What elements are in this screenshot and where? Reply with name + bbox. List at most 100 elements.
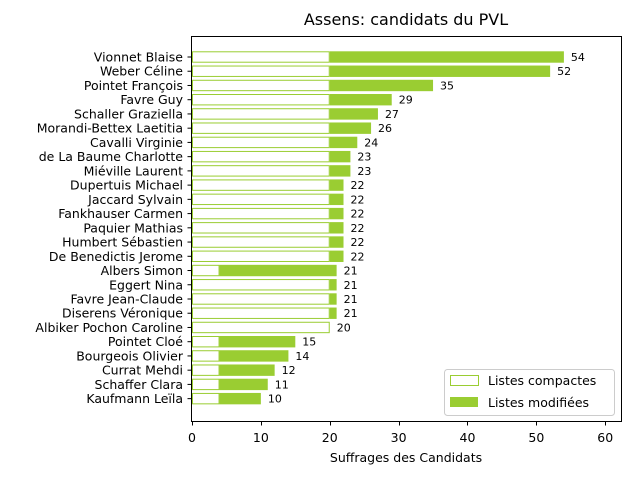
value-label: 27 <box>385 108 399 121</box>
bar-modified <box>329 279 337 291</box>
value-label: 22 <box>351 208 365 221</box>
bar-modified <box>219 264 337 277</box>
value-label: 21 <box>344 279 358 292</box>
value-label: 12 <box>282 364 296 377</box>
value-label: 22 <box>351 222 365 235</box>
candidate-label: Fankhauser Carmen <box>58 206 183 221</box>
bar-compact <box>192 65 330 77</box>
candidate-label: Favre Jean-Claude <box>70 291 183 306</box>
value-label: 22 <box>351 236 365 249</box>
candidate-label: Cavalli Virginie <box>90 135 183 150</box>
bar-compact <box>192 293 330 305</box>
bar-modified <box>329 150 351 163</box>
bar-compact <box>192 250 330 262</box>
value-labels: 5452352927262423232222222222222121212120… <box>268 51 585 406</box>
bar-compact <box>192 51 330 63</box>
bar-modified <box>219 364 275 376</box>
x-tick-label: 20 <box>322 430 338 445</box>
value-label: 23 <box>357 151 371 164</box>
value-label: 11 <box>275 378 289 391</box>
value-label: 10 <box>268 393 282 406</box>
candidate-label: Jaccard Sylvain <box>87 192 183 207</box>
candidate-label: Vionnet Blaise <box>94 50 184 65</box>
bar-compact <box>192 222 330 234</box>
chart-title: Assens: candidats du PVL <box>304 10 508 29</box>
candidate-label: Weber Céline <box>100 64 183 79</box>
value-label: 24 <box>364 136 378 149</box>
bar-modified <box>329 307 337 319</box>
bar-modified <box>329 236 344 248</box>
bars-layer <box>192 51 564 405</box>
bar-compact <box>192 165 330 177</box>
x-tick-label: 10 <box>253 430 269 445</box>
legend-box <box>444 369 615 416</box>
candidate-label: Pointet François <box>84 78 183 93</box>
legend-label-modified: Listes modifiées <box>488 395 589 410</box>
bar-modified <box>329 79 434 92</box>
bar-compact <box>192 236 330 248</box>
x-tick-label: 60 <box>597 430 613 445</box>
value-label: 15 <box>302 336 316 349</box>
bar-compact <box>192 193 330 206</box>
bar-modified <box>329 250 344 262</box>
bar-compact <box>192 264 220 277</box>
value-label: 35 <box>440 79 454 92</box>
x-tick-label: 0 <box>188 430 196 445</box>
value-label: 52 <box>557 65 571 78</box>
bar-modified <box>329 94 392 106</box>
bar-modified <box>219 336 296 348</box>
bar-modified <box>329 193 344 206</box>
candidate-label: Pointet Cloé <box>108 334 183 349</box>
candidate-label: Albiker Pochon Caroline <box>35 320 183 335</box>
bar-compact <box>192 179 330 191</box>
plot-frame <box>191 36 622 422</box>
bar-compact <box>192 108 330 120</box>
bar-compact <box>192 336 220 348</box>
x-axis-label: Suffrages des Candidats <box>330 450 482 465</box>
bar-compact <box>192 307 330 319</box>
x-axis-ticks: 0 10 20 30 40 50 60 <box>188 421 613 445</box>
value-label: 20 <box>337 321 351 334</box>
x-tick-label: 50 <box>528 430 544 445</box>
value-label: 14 <box>295 350 309 363</box>
bar-modified <box>329 51 564 63</box>
value-label: 21 <box>344 265 358 278</box>
value-label: 21 <box>344 307 358 320</box>
bar-modified <box>329 65 551 77</box>
candidate-label: Kaufmann Leïla <box>86 391 183 406</box>
bar-modified <box>329 165 351 177</box>
bar-compact <box>192 122 330 134</box>
bar-compact <box>192 364 220 376</box>
value-label: 21 <box>344 293 358 306</box>
x-tick-label: 30 <box>391 430 407 445</box>
bar-modified <box>329 207 344 220</box>
candidate-label: Morandi-Bettex Laetitia <box>37 121 183 136</box>
bar-compact <box>192 392 220 405</box>
legend-label-compact: Listes compactes <box>488 373 596 388</box>
bar-compact <box>192 279 330 291</box>
candidate-label: De Benedictis Jerome <box>49 249 183 264</box>
bar-compact <box>192 321 330 334</box>
candidate-label: Diserens Véronique <box>62 306 183 321</box>
legend: Listes compactes Listes modifiées <box>444 369 615 416</box>
x-tick-label: 40 <box>460 430 476 445</box>
legend-swatch-compact <box>450 375 479 386</box>
bar-modified <box>219 350 289 362</box>
value-label: 22 <box>351 250 365 263</box>
candidate-label: Dupertuis Michael <box>70 178 183 193</box>
value-label: 22 <box>351 193 365 206</box>
candidate-label: Bourgeois Olivier <box>76 348 184 363</box>
bar-modified <box>329 293 337 305</box>
legend-swatch-modified <box>450 397 478 407</box>
bar-compact <box>192 79 330 92</box>
bar-modified <box>329 222 344 234</box>
value-label: 54 <box>571 51 585 64</box>
bar-modified <box>329 179 344 191</box>
bar-compact <box>192 94 330 106</box>
bar-modified <box>329 108 378 120</box>
candidate-label: Currat Mehdi <box>102 363 183 378</box>
candidate-label: Miéville Laurent <box>84 163 183 178</box>
candidate-label: Humbert Sébastien <box>62 235 183 250</box>
